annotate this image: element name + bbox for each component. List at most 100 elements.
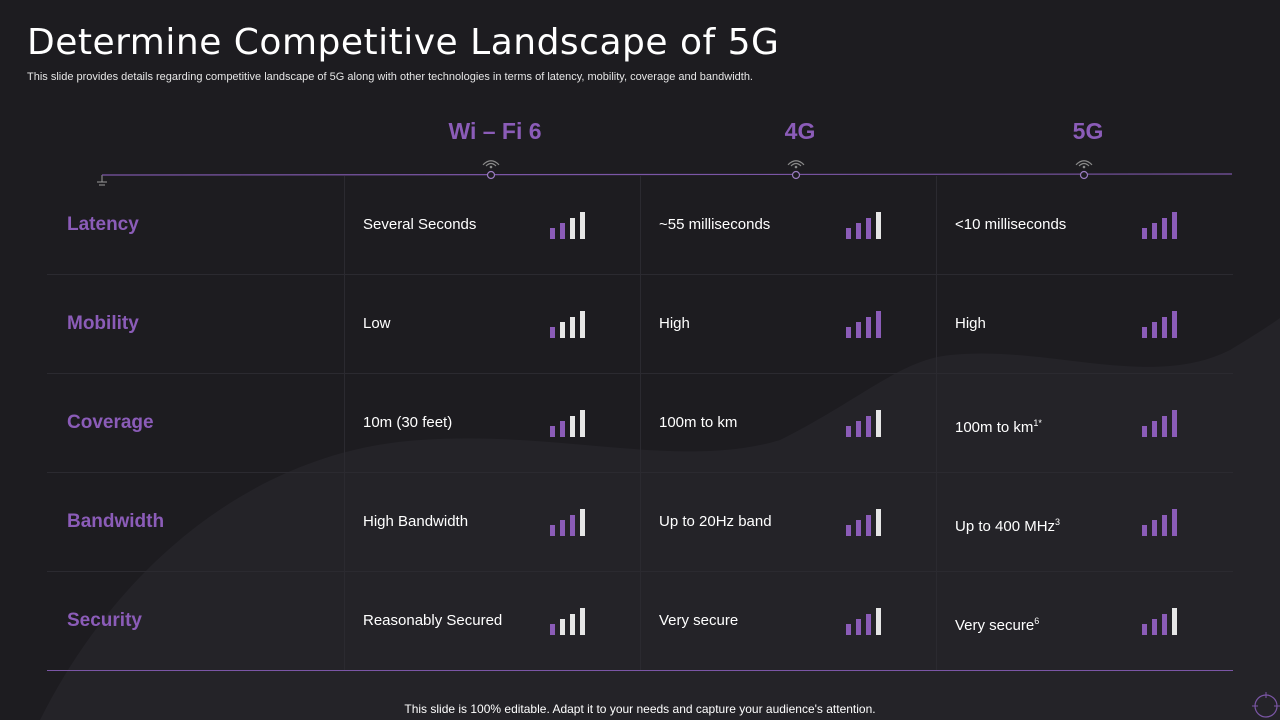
cell-value: ~55 milliseconds xyxy=(659,176,770,274)
signal-bars-icon xyxy=(846,310,886,338)
signal-bar xyxy=(1142,327,1147,338)
table-cell: High Bandwidth xyxy=(344,473,640,571)
signal-bar xyxy=(846,228,851,239)
cell-value-text: Up to 400 MHz xyxy=(955,518,1056,535)
target-icon xyxy=(1252,692,1280,718)
table-cell: Reasonably Secured xyxy=(344,572,640,670)
table-row: Coverage 10m (30 feet) 100m to km 100m to k… xyxy=(47,374,1233,473)
table-cell: Very secure6 xyxy=(936,572,1232,670)
signal-bar xyxy=(580,311,585,338)
signal-bar xyxy=(1172,311,1177,338)
cell-value-text: Up to 20Hz band xyxy=(659,513,772,530)
signal-bar xyxy=(1162,614,1167,635)
signal-bar xyxy=(1162,416,1167,437)
signal-bars-icon xyxy=(1142,310,1182,338)
signal-bar xyxy=(570,614,575,635)
table-row: Mobility Low High High xyxy=(47,275,1233,374)
signal-bar xyxy=(570,515,575,536)
signal-bars-icon xyxy=(846,409,886,437)
row-label: Security xyxy=(67,610,142,631)
signal-bar xyxy=(1142,228,1147,239)
cell-value-text: High xyxy=(955,315,986,332)
table-cell: High xyxy=(936,275,1232,373)
table-cell: Very secure xyxy=(640,572,936,670)
signal-bar xyxy=(1152,322,1157,338)
signal-bar xyxy=(570,218,575,239)
signal-bar xyxy=(580,212,585,239)
signal-bar xyxy=(856,619,861,635)
cell-value-text: ~55 milliseconds xyxy=(659,216,771,233)
column-header-0: Wi – Fi 6 xyxy=(448,118,542,144)
signal-bar xyxy=(1162,317,1167,338)
signal-bar xyxy=(1172,410,1177,437)
cell-value-text: Very secure xyxy=(955,617,1035,634)
signal-bars-icon xyxy=(550,211,590,239)
signal-bar xyxy=(1152,619,1157,635)
signal-bar xyxy=(1162,515,1167,536)
table-cell: Up to 400 MHz3 xyxy=(936,473,1232,571)
signal-bar xyxy=(846,327,851,338)
cell-value: 100m to km xyxy=(659,374,737,472)
page-subtitle: This slide provides details regarding co… xyxy=(27,71,753,83)
signal-bar xyxy=(560,421,565,437)
signal-bar xyxy=(846,426,851,437)
signal-bar xyxy=(866,614,871,635)
signal-bar xyxy=(1162,218,1167,239)
timeline-node xyxy=(486,170,496,180)
page-title: Determine Competitive Landscape of 5G xyxy=(27,22,780,63)
cell-value: Low xyxy=(363,275,391,373)
cell-value: Up to 400 MHz3 xyxy=(955,473,1060,571)
cell-value-text: <10 milliseconds xyxy=(955,216,1067,233)
cell-value: Reasonably Secured xyxy=(363,572,502,670)
signal-bar xyxy=(1152,520,1157,536)
table-cell: 100m to km1* xyxy=(936,374,1232,472)
cell-value: Very secure6 xyxy=(955,572,1039,670)
table-cell: Several Seconds xyxy=(344,176,640,274)
cell-value: 100m to km1* xyxy=(955,374,1042,472)
column-header-1: 4G xyxy=(784,118,816,144)
signal-bar xyxy=(1142,624,1147,635)
table-cell: High xyxy=(640,275,936,373)
signal-bar xyxy=(580,410,585,437)
signal-bars-icon xyxy=(1142,409,1182,437)
signal-bar xyxy=(856,421,861,437)
signal-bar xyxy=(1172,212,1177,239)
signal-bar xyxy=(876,212,881,239)
cell-value-text: Several Seconds xyxy=(363,216,477,233)
signal-bar xyxy=(876,608,881,635)
signal-bar xyxy=(580,509,585,536)
ground-symbol-icon xyxy=(97,175,107,186)
signal-bar xyxy=(560,322,565,338)
signal-bar xyxy=(550,624,555,635)
table-cell: Up to 20Hz band xyxy=(640,473,936,571)
cell-value-text: 100m to km xyxy=(659,414,738,431)
footnote-marker: 3 xyxy=(1055,517,1061,527)
signal-bar xyxy=(1142,426,1147,437)
signal-bar xyxy=(550,525,555,536)
signal-bars-icon xyxy=(846,508,886,536)
signal-bar xyxy=(856,223,861,239)
signal-bars-icon xyxy=(846,607,886,635)
row-label: Coverage xyxy=(67,412,154,433)
signal-bars-icon xyxy=(550,409,590,437)
cell-value-text: Very secure xyxy=(659,612,739,629)
signal-bar xyxy=(1152,223,1157,239)
signal-bar xyxy=(550,426,555,437)
table-cell: <10 milliseconds xyxy=(936,176,1232,274)
signal-bar xyxy=(580,608,585,635)
cell-value-text: High xyxy=(659,315,690,332)
signal-bar xyxy=(866,218,871,239)
signal-bar xyxy=(550,327,555,338)
signal-bar xyxy=(856,322,861,338)
footer-note: This slide is 100% editable. Adapt it to… xyxy=(404,702,876,716)
cell-value-text: 10m (30 feet) xyxy=(363,414,453,431)
signal-bar xyxy=(1152,421,1157,437)
signal-bar xyxy=(846,624,851,635)
signal-bar xyxy=(866,416,871,437)
signal-bar xyxy=(550,228,555,239)
signal-bar xyxy=(876,410,881,437)
signal-bars-icon xyxy=(550,607,590,635)
signal-bars-icon xyxy=(1142,607,1182,635)
signal-bar xyxy=(560,223,565,239)
